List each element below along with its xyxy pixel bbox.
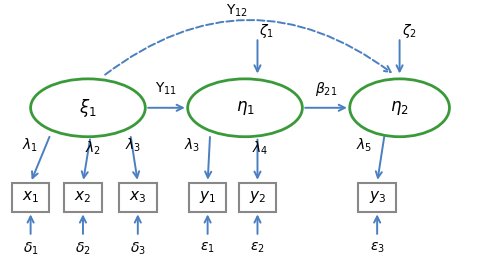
Text: $\eta_2$: $\eta_2$ — [390, 99, 409, 117]
Text: $\lambda_3$: $\lambda_3$ — [124, 137, 141, 154]
Text: $\delta_2$: $\delta_2$ — [75, 240, 91, 257]
Ellipse shape — [30, 79, 146, 137]
Text: $y_2$: $y_2$ — [249, 189, 266, 205]
Text: $x_1$: $x_1$ — [22, 189, 39, 205]
Text: $\lambda_1$: $\lambda_1$ — [22, 137, 38, 154]
FancyBboxPatch shape — [64, 183, 102, 212]
FancyBboxPatch shape — [358, 183, 396, 212]
FancyBboxPatch shape — [189, 183, 226, 212]
FancyBboxPatch shape — [239, 183, 276, 212]
Text: $\zeta_1$: $\zeta_1$ — [259, 22, 274, 40]
Text: $x_3$: $x_3$ — [129, 189, 146, 205]
Text: $\lambda_5$: $\lambda_5$ — [356, 137, 372, 154]
Text: $\varepsilon_2$: $\varepsilon_2$ — [250, 240, 265, 255]
FancyBboxPatch shape — [119, 183, 156, 212]
Text: $\lambda_4$: $\lambda_4$ — [252, 139, 268, 157]
Text: $\lambda_3$: $\lambda_3$ — [184, 137, 200, 154]
Text: $\delta_3$: $\delta_3$ — [130, 240, 146, 257]
Text: $\xi_1$: $\xi_1$ — [79, 97, 97, 119]
Text: $\beta_{21}$: $\beta_{21}$ — [315, 80, 337, 98]
Ellipse shape — [350, 79, 450, 137]
Text: $\Upsilon_{12}$: $\Upsilon_{12}$ — [226, 3, 248, 19]
Text: $x_2$: $x_2$ — [74, 189, 92, 205]
Text: $\eta_1$: $\eta_1$ — [236, 99, 255, 117]
Text: $\zeta_2$: $\zeta_2$ — [402, 22, 417, 40]
Ellipse shape — [188, 79, 302, 137]
FancyBboxPatch shape — [12, 183, 50, 212]
Text: $\varepsilon_1$: $\varepsilon_1$ — [200, 240, 215, 255]
Text: $y_3$: $y_3$ — [368, 189, 386, 205]
Text: $y_1$: $y_1$ — [199, 189, 216, 205]
Text: $\lambda_2$: $\lambda_2$ — [85, 139, 101, 157]
Text: $\Upsilon_{11}$: $\Upsilon_{11}$ — [156, 81, 178, 97]
Text: $\delta_1$: $\delta_1$ — [22, 240, 38, 257]
Text: $\varepsilon_3$: $\varepsilon_3$ — [370, 240, 384, 255]
